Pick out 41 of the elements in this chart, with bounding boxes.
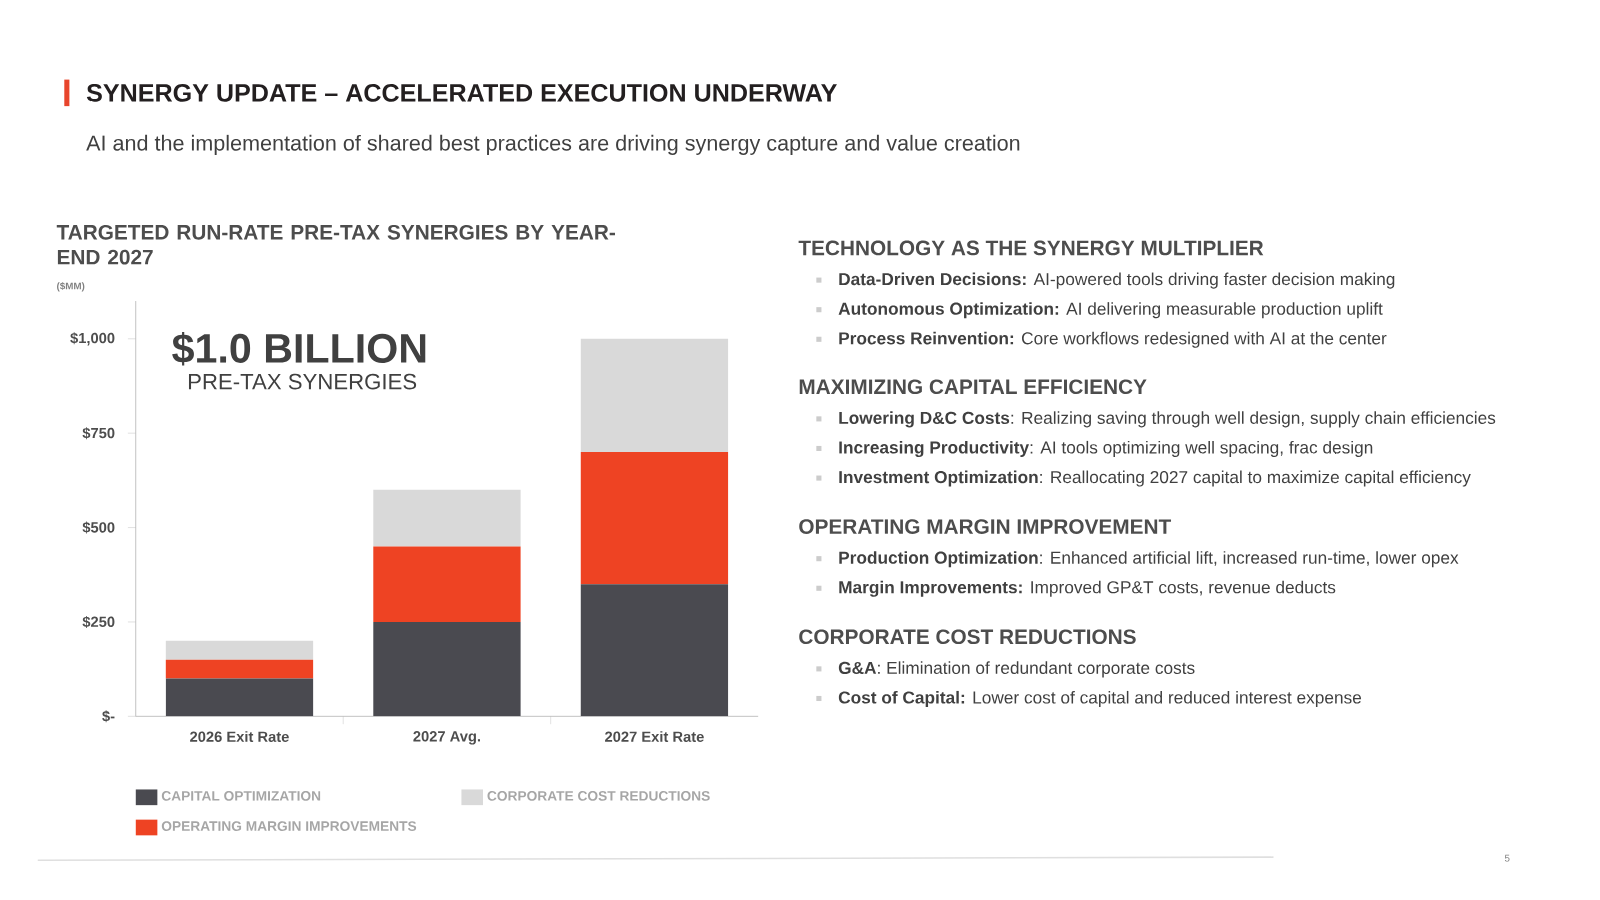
annotation: $1.0 BILLION bbox=[172, 331, 426, 366]
text: Data-Driven Decisions: AI-powered tools driving faster decision making bbox=[839, 272, 1395, 289]
x-tick-label: 2027 Avg. bbox=[413, 731, 481, 745]
bar bbox=[373, 546, 521, 622]
bar bbox=[580, 584, 729, 717]
bar bbox=[165, 659, 314, 679]
bar bbox=[373, 489, 521, 547]
bar bbox=[580, 452, 729, 585]
bar bbox=[580, 338, 729, 453]
text: Margin Improvements: Improved GP&T costs, revenue deducts bbox=[839, 580, 1336, 597]
y-tick-label: $1,000 bbox=[70, 332, 115, 346]
chart-subtitle: ($MM) bbox=[57, 282, 85, 292]
text: AI and the implementation of shared best practices are driving synergy capture and value creation bbox=[86, 134, 1020, 155]
text: OPERATING MARGIN IMPROVEMENT bbox=[799, 519, 1172, 534]
chart-title: TARGETED RUN-RATE PRE-TAX SYNERGIES BY YEAR-END 2027 bbox=[56, 224, 615, 265]
text: Autonomous Optimization: AI delivering measurable production uplift bbox=[838, 302, 1383, 319]
text: Increasing Productivity: AI tools optimizing well spacing, frac design bbox=[839, 440, 1373, 458]
legend-label: OPERATING MARGIN IMPROVEMENTS bbox=[161, 821, 417, 831]
text: Process Reinvention: Core workflows redesigned with AI at the center bbox=[839, 331, 1387, 348]
legend-label: CAPITAL OPTIMIZATION bbox=[161, 791, 321, 801]
y-tick-label: $750 bbox=[82, 427, 115, 440]
text: Lowering D&C Costs: Realizing saving through well design, supply chain efficiencies bbox=[839, 411, 1496, 428]
text: TECHNOLOGY AS THE SYNERGY MULTIPLIER bbox=[798, 240, 1264, 256]
text: Production Optimization: Enhanced artificial lift, increased run-time, lower opex bbox=[839, 551, 1459, 568]
text: G&A: Elimination of redundant corporate costs bbox=[838, 661, 1195, 678]
bar bbox=[165, 678, 314, 717]
text: 5 bbox=[1504, 854, 1510, 862]
y-tick-label: $250 bbox=[82, 615, 115, 628]
text: Investment Optimization: Reallocating 2027 capital to maximize capital efficiency bbox=[839, 470, 1471, 487]
x-tick-label: 2026 Exit Rate bbox=[190, 731, 289, 742]
bar bbox=[165, 640, 314, 660]
text: Cost of Capital: Lower cost of capital and reduced interest expense bbox=[838, 690, 1362, 708]
y-tick-label: $500 bbox=[82, 521, 115, 534]
text: CORPORATE COST REDUCTIONS bbox=[799, 629, 1136, 645]
annotation: PRE-TAX SYNERGIES bbox=[188, 373, 417, 390]
x-tick-label: 2027 Exit Rate bbox=[605, 731, 704, 742]
text: SYNERGY UPDATE – ACCELERATED EXECUTION UNDERWAY bbox=[86, 83, 837, 102]
legend-label: CORPORATE COST REDUCTIONS bbox=[487, 791, 710, 801]
text: MAXIMIZING CAPITAL EFFICIENCY bbox=[799, 379, 1147, 395]
bar bbox=[373, 621, 521, 717]
y-tick-label: $- bbox=[102, 710, 115, 723]
